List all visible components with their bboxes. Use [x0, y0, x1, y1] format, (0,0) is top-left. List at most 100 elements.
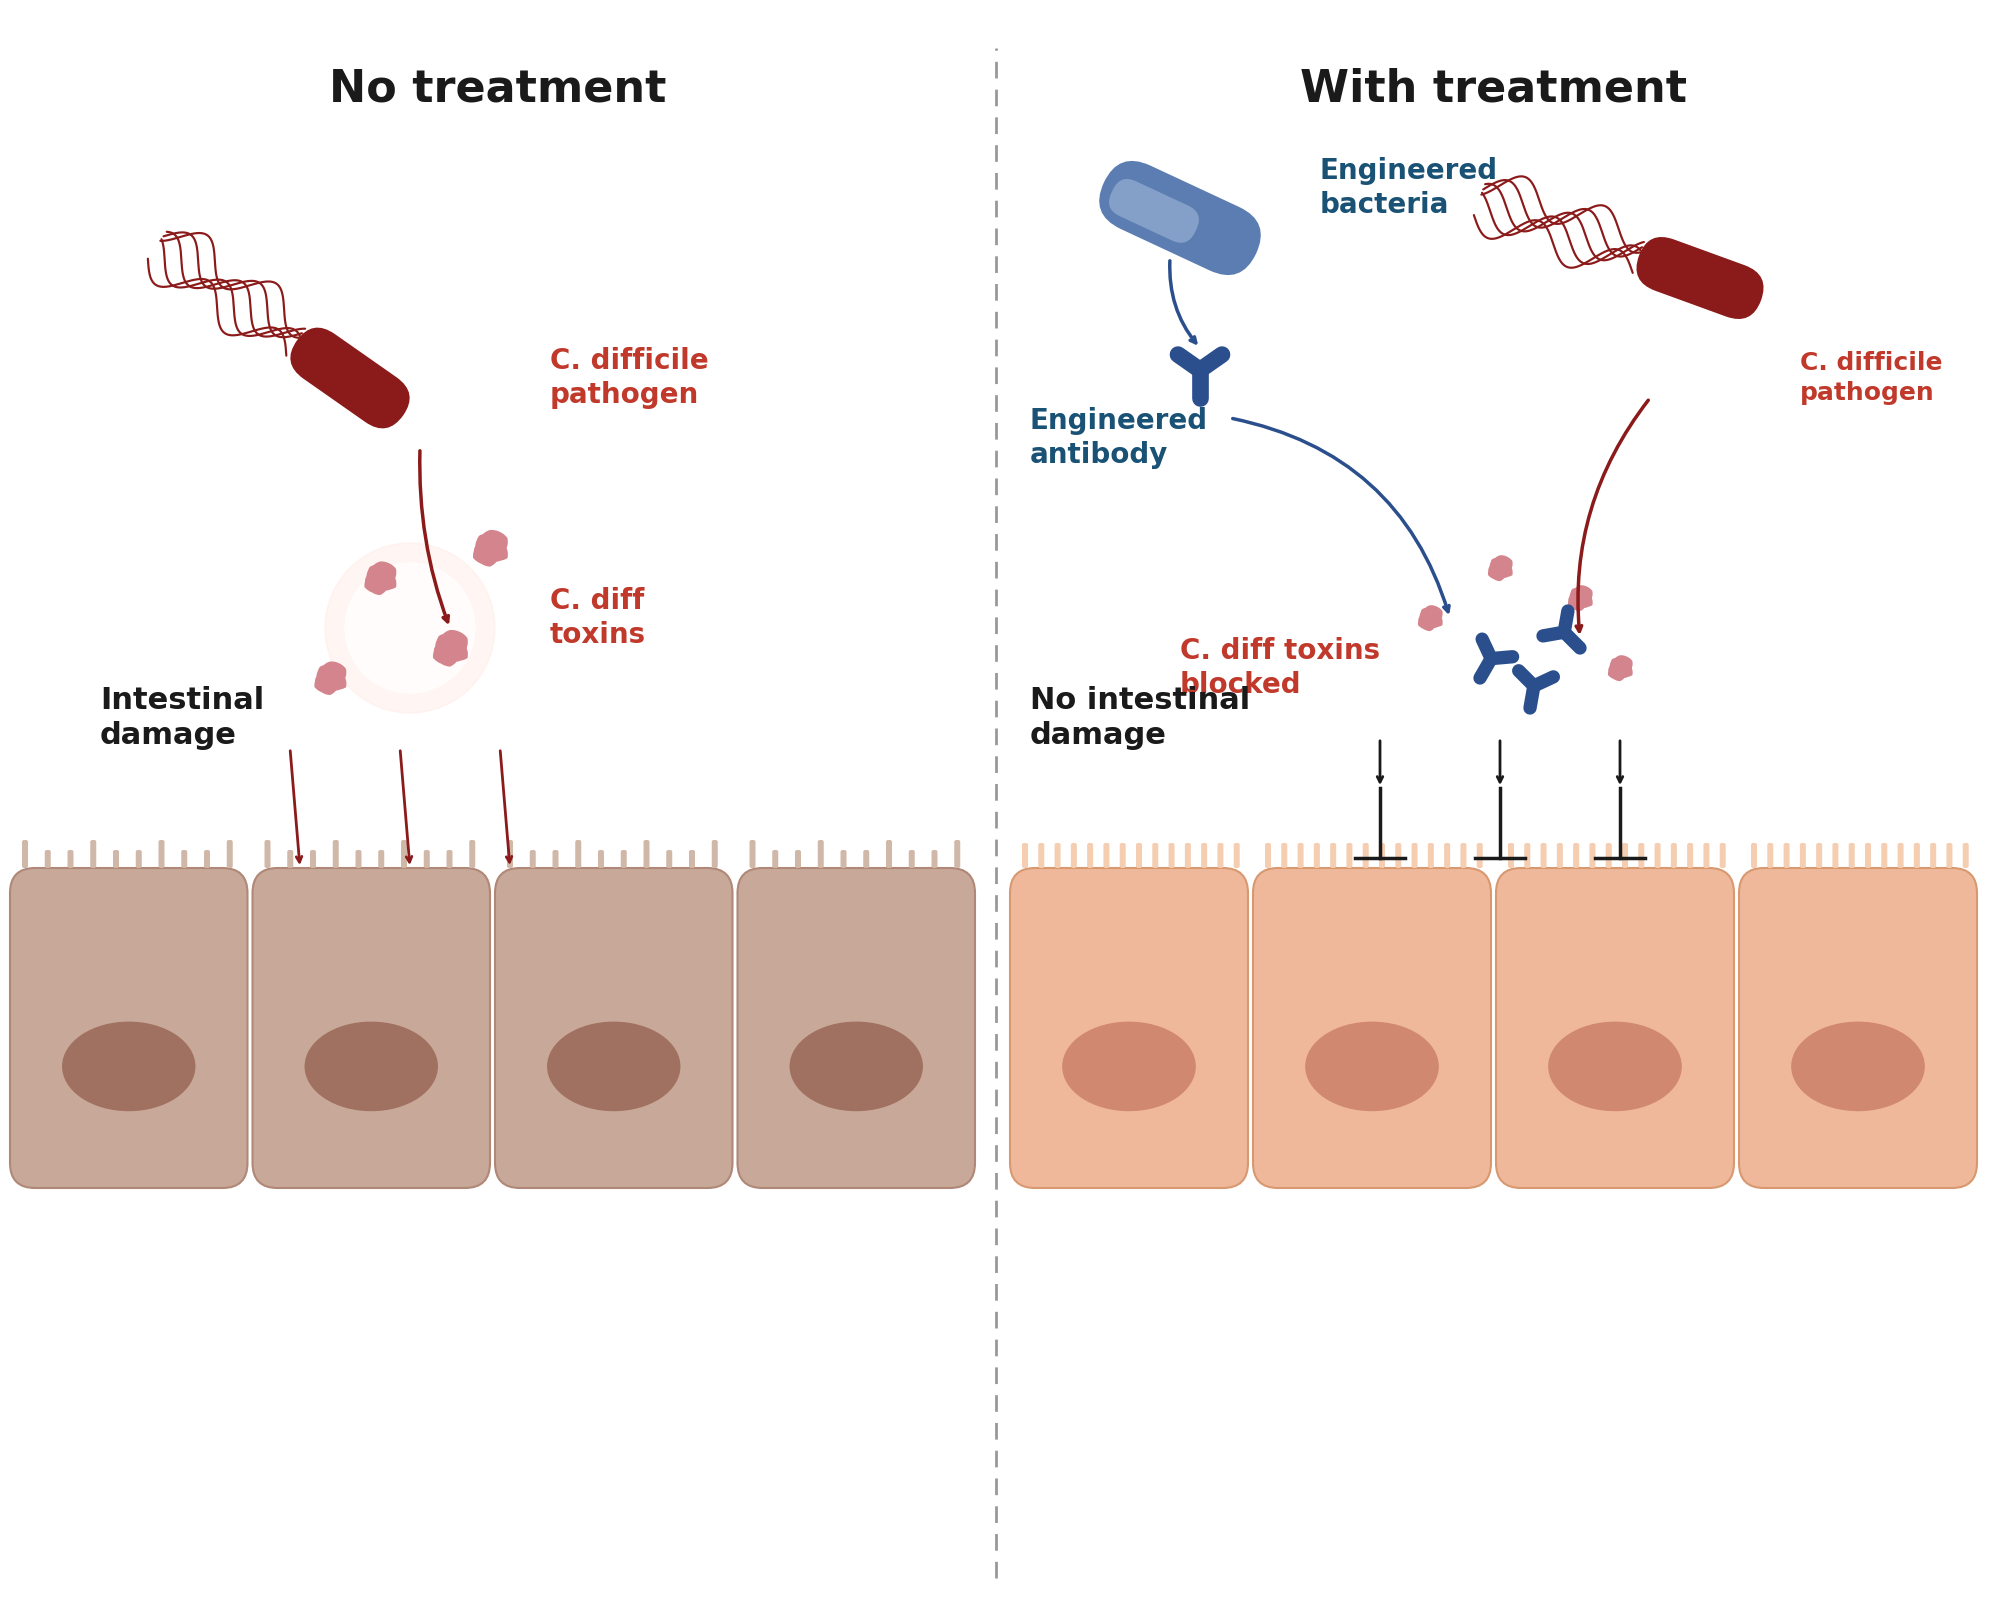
- FancyBboxPatch shape: [1185, 844, 1191, 868]
- FancyBboxPatch shape: [1590, 844, 1596, 868]
- FancyBboxPatch shape: [1655, 844, 1661, 868]
- FancyBboxPatch shape: [253, 868, 490, 1187]
- Circle shape: [1619, 657, 1625, 665]
- Text: No intestinal
damage: No intestinal damage: [1030, 686, 1251, 751]
- FancyBboxPatch shape: [1010, 868, 1249, 1187]
- FancyBboxPatch shape: [1637, 237, 1763, 320]
- FancyBboxPatch shape: [1865, 844, 1870, 868]
- Ellipse shape: [789, 1021, 922, 1111]
- FancyBboxPatch shape: [749, 841, 755, 868]
- FancyBboxPatch shape: [1496, 868, 1733, 1187]
- FancyBboxPatch shape: [265, 841, 271, 868]
- Circle shape: [335, 671, 345, 681]
- FancyBboxPatch shape: [1110, 179, 1199, 243]
- FancyBboxPatch shape: [1767, 844, 1773, 868]
- Circle shape: [492, 551, 502, 561]
- FancyBboxPatch shape: [711, 841, 717, 868]
- FancyBboxPatch shape: [1315, 844, 1321, 868]
- Circle shape: [1570, 596, 1576, 602]
- Text: Engineered
bacteria: Engineered bacteria: [1321, 157, 1498, 219]
- Circle shape: [1418, 617, 1426, 623]
- FancyBboxPatch shape: [1606, 844, 1612, 868]
- FancyBboxPatch shape: [1849, 844, 1855, 868]
- FancyBboxPatch shape: [291, 328, 410, 428]
- FancyBboxPatch shape: [598, 850, 604, 868]
- Text: With treatment: With treatment: [1301, 69, 1687, 110]
- FancyBboxPatch shape: [737, 868, 974, 1187]
- FancyBboxPatch shape: [114, 850, 120, 868]
- FancyBboxPatch shape: [1801, 844, 1807, 868]
- FancyBboxPatch shape: [773, 850, 779, 868]
- Circle shape: [1490, 566, 1496, 574]
- Circle shape: [1610, 666, 1616, 673]
- FancyBboxPatch shape: [287, 850, 293, 868]
- Ellipse shape: [305, 1021, 438, 1111]
- FancyBboxPatch shape: [689, 850, 695, 868]
- Circle shape: [1580, 588, 1586, 594]
- Circle shape: [496, 542, 506, 551]
- FancyBboxPatch shape: [1347, 844, 1353, 868]
- Text: Engineered
antibody: Engineered antibody: [1030, 407, 1207, 470]
- FancyBboxPatch shape: [1100, 161, 1261, 275]
- FancyBboxPatch shape: [1444, 844, 1450, 868]
- FancyBboxPatch shape: [954, 841, 960, 868]
- FancyBboxPatch shape: [622, 850, 627, 868]
- Polygon shape: [1568, 585, 1594, 610]
- Circle shape: [456, 641, 466, 650]
- Polygon shape: [1488, 555, 1512, 582]
- FancyBboxPatch shape: [863, 850, 869, 868]
- FancyBboxPatch shape: [795, 850, 801, 868]
- FancyBboxPatch shape: [44, 850, 50, 868]
- Circle shape: [474, 545, 484, 555]
- Circle shape: [1621, 670, 1629, 678]
- FancyBboxPatch shape: [1914, 844, 1920, 868]
- FancyBboxPatch shape: [446, 850, 452, 868]
- Circle shape: [1494, 572, 1500, 578]
- Circle shape: [333, 681, 341, 690]
- FancyBboxPatch shape: [10, 868, 247, 1187]
- FancyBboxPatch shape: [643, 841, 649, 868]
- Circle shape: [373, 583, 380, 591]
- Circle shape: [438, 634, 448, 644]
- FancyBboxPatch shape: [1946, 844, 1952, 868]
- Circle shape: [384, 572, 394, 580]
- Circle shape: [382, 582, 390, 590]
- FancyBboxPatch shape: [1412, 844, 1418, 868]
- FancyBboxPatch shape: [181, 850, 187, 868]
- Circle shape: [1432, 620, 1438, 626]
- Circle shape: [1614, 671, 1621, 679]
- FancyBboxPatch shape: [1363, 844, 1369, 868]
- Circle shape: [478, 535, 488, 545]
- Circle shape: [1500, 558, 1506, 564]
- FancyBboxPatch shape: [1428, 844, 1434, 868]
- Circle shape: [1428, 607, 1436, 614]
- FancyBboxPatch shape: [819, 841, 825, 868]
- FancyBboxPatch shape: [1751, 844, 1757, 868]
- Ellipse shape: [548, 1021, 681, 1111]
- Circle shape: [442, 654, 452, 663]
- FancyBboxPatch shape: [552, 850, 558, 868]
- FancyBboxPatch shape: [1104, 844, 1110, 868]
- Circle shape: [1584, 593, 1592, 599]
- FancyBboxPatch shape: [1574, 844, 1580, 868]
- Polygon shape: [1608, 655, 1633, 681]
- FancyBboxPatch shape: [508, 841, 514, 868]
- FancyBboxPatch shape: [311, 850, 317, 868]
- FancyBboxPatch shape: [1817, 844, 1823, 868]
- FancyBboxPatch shape: [135, 850, 141, 868]
- FancyBboxPatch shape: [1508, 844, 1514, 868]
- FancyBboxPatch shape: [1719, 844, 1725, 868]
- Ellipse shape: [62, 1021, 195, 1111]
- Circle shape: [1434, 614, 1440, 620]
- FancyBboxPatch shape: [1378, 844, 1384, 868]
- FancyBboxPatch shape: [1169, 844, 1175, 868]
- FancyBboxPatch shape: [1783, 844, 1789, 868]
- FancyBboxPatch shape: [159, 841, 165, 868]
- FancyBboxPatch shape: [886, 841, 892, 868]
- FancyBboxPatch shape: [494, 868, 733, 1187]
- Circle shape: [448, 633, 458, 642]
- FancyBboxPatch shape: [1833, 844, 1839, 868]
- Circle shape: [1572, 590, 1578, 596]
- FancyBboxPatch shape: [90, 841, 96, 868]
- FancyBboxPatch shape: [1558, 844, 1564, 868]
